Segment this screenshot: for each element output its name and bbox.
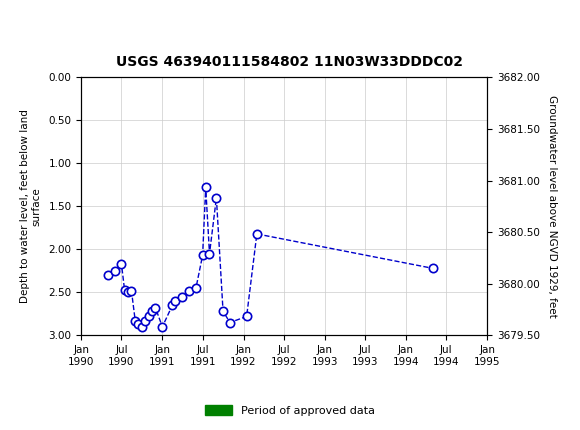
Y-axis label: Depth to water level, feet below land
surface: Depth to water level, feet below land su… — [20, 110, 41, 303]
Text: USGS 463940111584802 11N03W33DDDC02: USGS 463940111584802 11N03W33DDDC02 — [117, 55, 463, 69]
Y-axis label: Groundwater level above NGVD 1929, feet: Groundwater level above NGVD 1929, feet — [547, 95, 557, 318]
Text: ≡USGS: ≡USGS — [12, 17, 66, 35]
Bar — [121, 335, 257, 342]
Legend: Period of approved data: Period of approved data — [200, 400, 380, 420]
Bar — [433, 335, 440, 342]
